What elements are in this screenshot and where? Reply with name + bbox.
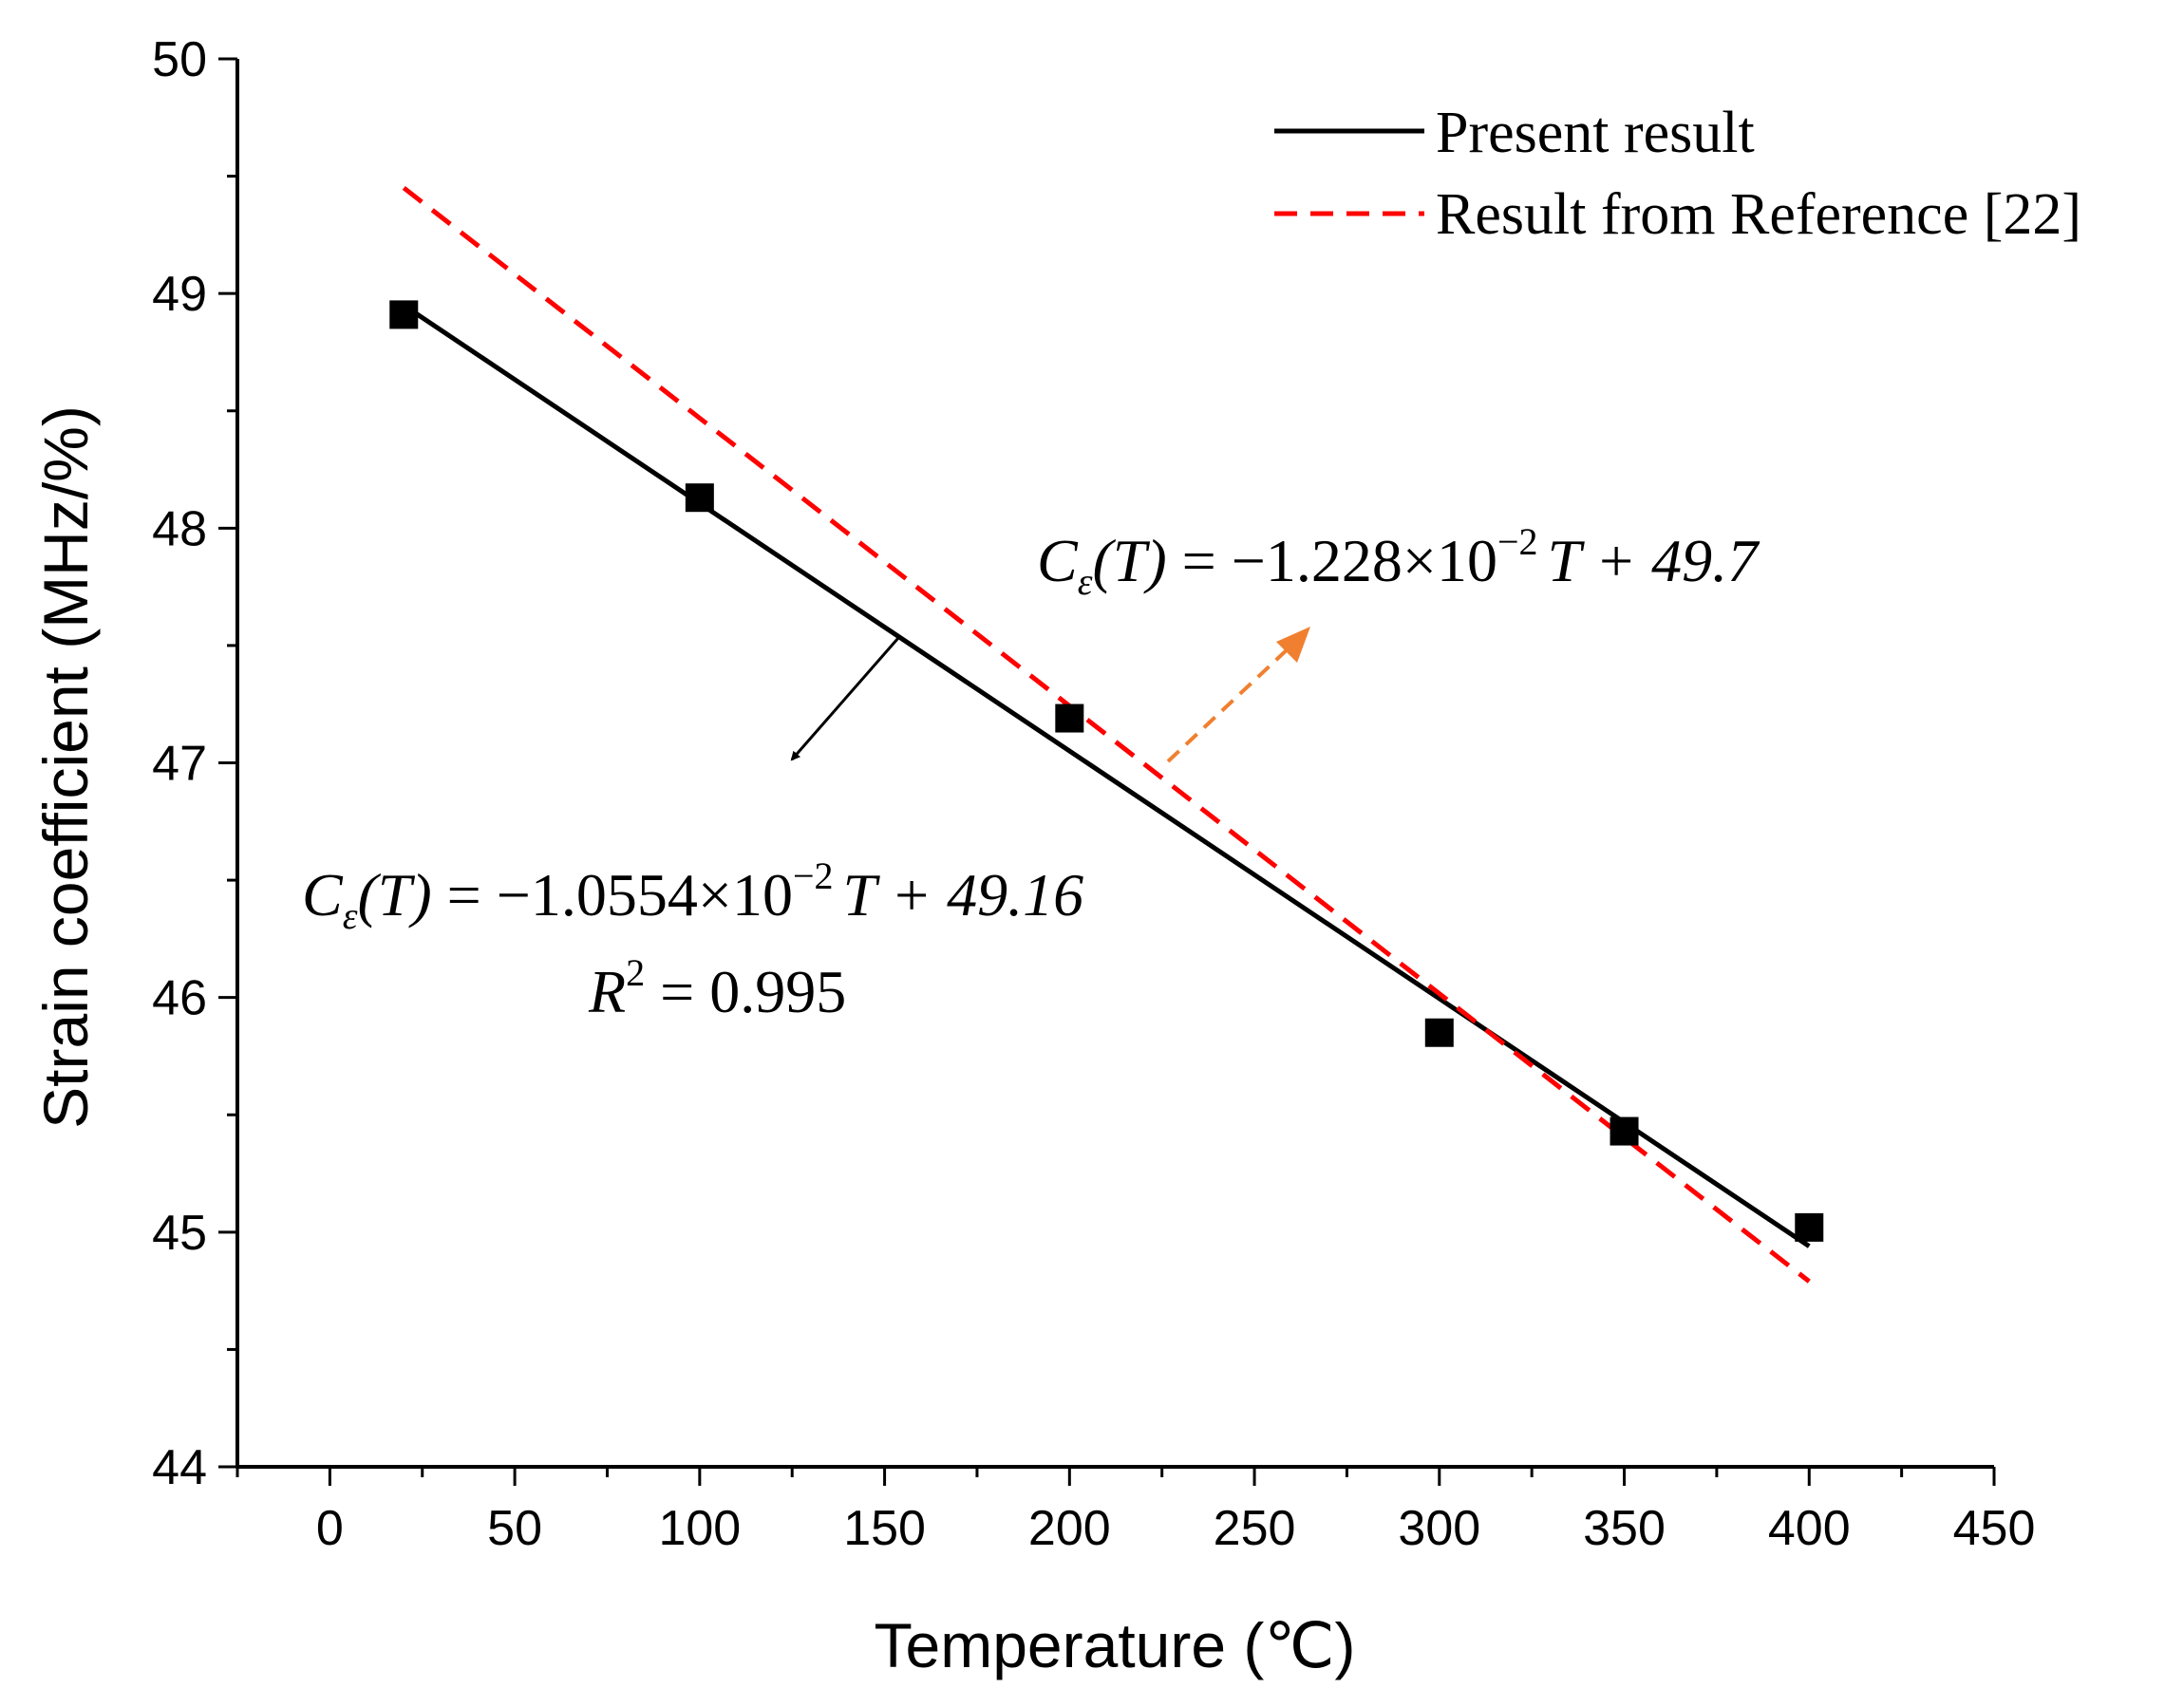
x-tick-label: 0 [316, 1501, 344, 1556]
y-tick-label: 46 [152, 971, 207, 1026]
y-tick-label: 48 [152, 501, 207, 556]
x-axis-title: Temperature (℃) [875, 1610, 1356, 1680]
present-equation: Cε(T) = −1.0554×10−2 T + 49.16 [302, 854, 1083, 937]
y-ticks: 44 45 46 47 48 49 50 [152, 32, 237, 1495]
x-tick-label: 50 [487, 1501, 542, 1556]
data-point [1055, 703, 1084, 733]
x-tick-label: 350 [1583, 1501, 1666, 1556]
x-tick-label: 250 [1214, 1501, 1296, 1556]
data-point [1610, 1116, 1639, 1146]
data-point [1795, 1212, 1824, 1242]
x-tick-label: 300 [1398, 1501, 1480, 1556]
legend-label-reference: Result from Reference [22] [1436, 182, 2081, 247]
x-tick-label: 100 [658, 1501, 741, 1556]
reference-equation-arrow [1166, 644, 1293, 763]
reference-fit-line [402, 185, 1811, 1284]
data-point [685, 483, 714, 513]
x-tick-label: 400 [1768, 1501, 1851, 1556]
reference-equation-arrowhead [1276, 627, 1310, 663]
markers [389, 300, 1824, 1242]
axes [235, 59, 1994, 1469]
reference-equation: Cε(T) = −1.228×10−2 T + 49.7 [1037, 520, 1760, 603]
legend-label-present: Present result [1436, 101, 1755, 165]
y-tick-label: 50 [152, 32, 207, 87]
y-axis-title: Strain coefficient (MHz/%) [30, 405, 101, 1129]
y-tick-label: 44 [152, 1440, 207, 1495]
y-tick-label: 45 [152, 1206, 207, 1261]
y-tick-label: 49 [152, 267, 207, 322]
x-tick-label: 200 [1028, 1501, 1111, 1556]
y-tick-label: 47 [152, 737, 207, 792]
present-equation-arrow [790, 637, 900, 761]
legend: Present result Result from Reference [22… [1274, 101, 2081, 247]
lines [402, 185, 1811, 1284]
x-tick-label: 450 [1953, 1501, 2036, 1556]
data-point [1424, 1018, 1454, 1047]
present-fit-line [402, 303, 1811, 1248]
x-tick-label: 150 [843, 1501, 926, 1556]
data-point [389, 300, 419, 329]
r-squared: R2 = 0.995 [588, 951, 846, 1025]
x-ticks: 0 50 100 150 200 250 300 350 400 450 [235, 1467, 2036, 1556]
